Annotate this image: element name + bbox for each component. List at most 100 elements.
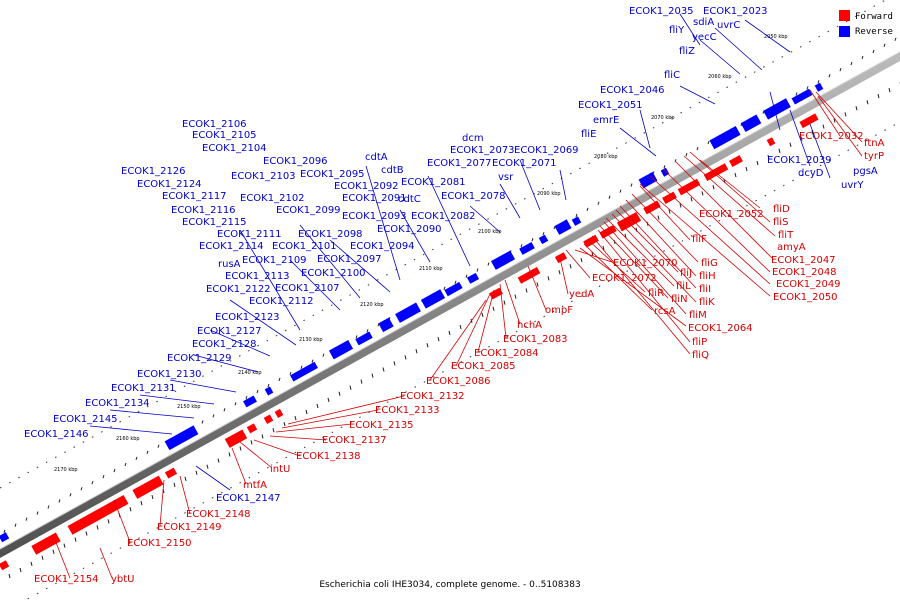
- gene-block-reverse: [420, 289, 446, 309]
- axis-tick: [465, 274, 468, 278]
- gene-label: ECOK1_2111: [217, 229, 282, 240]
- gene-block-forward: [164, 467, 178, 479]
- gene-label: ECOK1_2147: [216, 493, 281, 504]
- axis-tick: [80, 487, 83, 491]
- gene-block-reverse: [355, 331, 373, 346]
- axis-tick: [294, 415, 297, 421]
- gene-label: ECOK1_2104: [202, 143, 267, 154]
- leader-line: [499, 283, 507, 339]
- axis-tick: [102, 474, 105, 479]
- gene-label: ECOK1_2070: [613, 258, 678, 269]
- axis-tick: [305, 409, 308, 415]
- axis-tick: [135, 456, 138, 461]
- gene-label: ECOK1_2145: [53, 414, 118, 425]
- gene-block-reverse: [763, 98, 791, 120]
- axis-tick: [212, 414, 215, 418]
- axis-tick: [14, 523, 17, 527]
- gene-label: ECOK1_2146: [24, 429, 89, 440]
- reverse-strand-genes: [0, 82, 824, 543]
- axis-tick: [531, 238, 534, 242]
- leader-line: [675, 161, 773, 259]
- gene-block-forward: [517, 266, 541, 284]
- gene-label: fliP: [692, 337, 707, 348]
- tick-label: 2150 kbp: [177, 404, 201, 410]
- leader-line: [239, 229, 301, 331]
- gene-label: ECOK1_2032: [799, 131, 864, 142]
- axis-tick: [514, 294, 517, 299]
- axis-tick: [443, 286, 446, 290]
- gene-label: ECOK1_2123: [215, 312, 280, 323]
- gene-label: ECOK1_2131: [111, 383, 176, 394]
- axis-tick: [426, 343, 429, 348]
- gene-block-reverse: [290, 361, 318, 382]
- axis-tick: [256, 389, 259, 394]
- gene-label: ECOK1_2100: [301, 268, 366, 279]
- leader-line: [193, 354, 259, 373]
- tick-label: 2120 kbp: [360, 302, 384, 308]
- axis-tick: [404, 355, 407, 360]
- axis-tick: [272, 428, 275, 433]
- gene-label: ECOK1_2135: [349, 420, 414, 431]
- leader-line: [89, 425, 173, 435]
- figure-caption: Escherichia coli IHE3034, complete genom…: [319, 580, 580, 590]
- gene-label: ECOK1_2106: [182, 119, 247, 130]
- leader-line: [559, 169, 567, 201]
- axis-tick: [278, 377, 281, 382]
- tick-label: 2100 kbp: [478, 229, 502, 235]
- tick-label: 2070 kbp: [651, 115, 675, 121]
- axis-tick: [151, 494, 154, 500]
- gene-block-forward: [616, 211, 642, 232]
- leader-line: [499, 183, 521, 219]
- gene-label: ftnA: [864, 138, 885, 149]
- leader-line: [289, 259, 341, 311]
- leader-line: [769, 91, 781, 131]
- gene-label: ECOK1_2050: [773, 292, 838, 303]
- leader-line: [809, 89, 841, 137]
- axis-tick: [184, 476, 187, 481]
- leader-line: [809, 123, 831, 179]
- gene-block-forward: [224, 429, 248, 448]
- tick-label: 2170 kbp: [54, 467, 78, 473]
- gene-block-reverse: [709, 126, 741, 150]
- axis-tick: [679, 203, 682, 208]
- axis-tick: [217, 458, 220, 463]
- gene-label: ECOK1_2148: [186, 509, 251, 520]
- legend-forward-label: Forward: [855, 12, 893, 22]
- gene-block-reverse: [466, 272, 480, 284]
- leader-line: [559, 257, 569, 295]
- leader-line: [611, 213, 697, 303]
- leader-line: [504, 279, 521, 325]
- gene-label: fliH: [699, 271, 716, 282]
- axis-tick: [322, 353, 325, 357]
- axis-tick: [624, 233, 627, 238]
- leader-line: [615, 209, 679, 273]
- leader-line: [113, 499, 131, 543]
- axis-tick: [569, 264, 572, 269]
- leader-line: [683, 155, 776, 237]
- tick-label: 2110 kbp: [419, 266, 443, 272]
- gene-label: ECOK1_2069: [514, 145, 579, 156]
- gene-block-forward: [662, 191, 677, 204]
- leader-line: [689, 151, 771, 223]
- tick-label: 2060 kbp: [708, 74, 732, 80]
- genome-axis: [0, 52, 900, 558]
- gene-block-reverse: [519, 242, 535, 255]
- gene-block-reverse: [444, 281, 463, 297]
- gene-label: ECOK1_2126: [121, 166, 186, 177]
- axis-tick: [602, 245, 605, 251]
- axis-tick: [195, 470, 198, 475]
- axis-tick: [382, 367, 385, 372]
- gene-label: ECOK1_2103: [231, 171, 296, 182]
- leader-line: [679, 85, 716, 105]
- gene-label: ECOK1_2114: [199, 241, 264, 252]
- gene-label: fliJ: [680, 268, 692, 279]
- leader-line: [579, 247, 687, 327]
- axis-tick: [91, 481, 94, 485]
- axis-tick: [547, 276, 550, 281]
- leader-line: [239, 441, 273, 469]
- axis-tick: [30, 561, 33, 567]
- axis-tick: [415, 349, 418, 354]
- axis-tick: [767, 154, 770, 160]
- axis-tick: [47, 505, 50, 509]
- leader-line: [625, 199, 697, 277]
